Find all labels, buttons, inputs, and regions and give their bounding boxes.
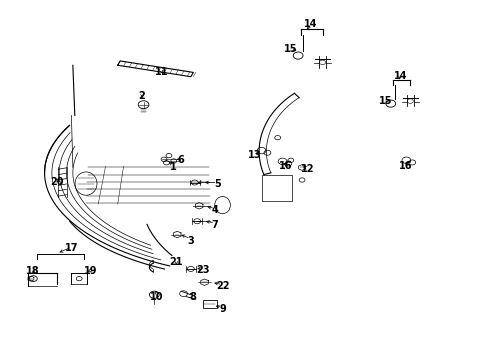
Text: 9: 9 <box>219 304 225 314</box>
Text: 12: 12 <box>301 164 314 174</box>
Text: 14: 14 <box>303 19 316 29</box>
Text: 3: 3 <box>187 236 194 246</box>
Text: 5: 5 <box>214 179 221 189</box>
Text: 20: 20 <box>50 177 63 187</box>
Bar <box>203 300 216 308</box>
Text: 22: 22 <box>215 281 229 291</box>
Text: 11: 11 <box>155 67 168 77</box>
Text: 13: 13 <box>247 150 261 160</box>
Text: 4: 4 <box>211 206 218 216</box>
Text: 16: 16 <box>279 161 292 171</box>
Text: 2: 2 <box>139 91 145 101</box>
Text: 18: 18 <box>25 266 39 276</box>
Text: 14: 14 <box>393 71 407 81</box>
Text: 10: 10 <box>150 292 163 302</box>
Text: 7: 7 <box>211 220 218 230</box>
Text: 19: 19 <box>84 266 98 276</box>
Text: 15: 15 <box>378 96 392 106</box>
Text: 1: 1 <box>170 162 177 172</box>
Text: 23: 23 <box>196 265 209 275</box>
Bar <box>262 175 291 202</box>
Text: 21: 21 <box>169 257 183 267</box>
Text: 6: 6 <box>177 155 184 165</box>
Text: 16: 16 <box>398 161 411 171</box>
Text: 17: 17 <box>64 243 78 253</box>
Text: 8: 8 <box>189 292 196 302</box>
Text: 15: 15 <box>284 44 297 54</box>
